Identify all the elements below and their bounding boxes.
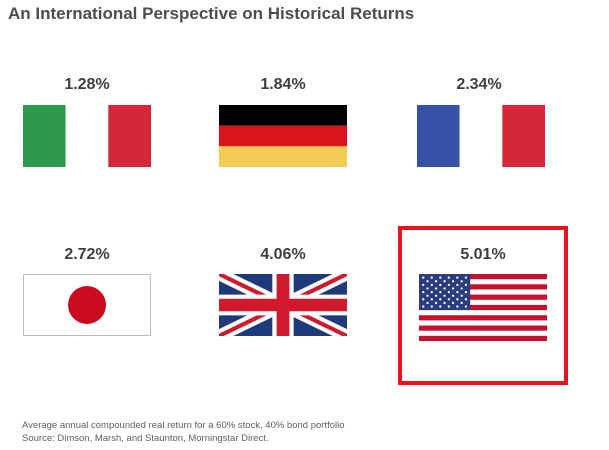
- uk-return-value: 4.06%: [260, 246, 306, 263]
- usa-flag-star: [430, 283, 433, 286]
- usa-flag-star: [456, 276, 459, 279]
- footnote-description: Average annual compounded real return fo…: [22, 420, 345, 431]
- usa-flag-star: [434, 287, 438, 290]
- france-return-value: 2.34%: [456, 76, 502, 93]
- usa-flag-star: [460, 294, 463, 297]
- usa-flag-star: [447, 283, 450, 286]
- usa-flag-star: [439, 290, 442, 294]
- germany-flag-icon: [219, 105, 347, 167]
- highlight-box: [398, 226, 568, 385]
- usa-flag-star: [426, 287, 429, 290]
- usa-flag-star: [426, 301, 429, 305]
- usa-flag-star: [422, 276, 425, 279]
- usa-flag-star: [447, 276, 450, 279]
- germany-return-value: 1.84%: [260, 76, 306, 93]
- usa-flag-star: [447, 290, 450, 294]
- usa-flag-stripe: [419, 304, 547, 311]
- usa-flag-star: [434, 294, 438, 297]
- usa-flag-star: [430, 298, 433, 301]
- usa-flag-star: [422, 298, 425, 301]
- usa-flag-stripe: [419, 284, 547, 290]
- usa-flag-star: [443, 280, 446, 283]
- usa-flag-star: [460, 287, 463, 290]
- usa-flag-star: [430, 305, 433, 308]
- usa-flag-stripe: [419, 325, 547, 331]
- japan-flag-icon: [23, 274, 151, 336]
- usa-flag-star: [460, 301, 463, 305]
- usa-flag-star: [447, 298, 450, 301]
- usa-flag-star: [430, 290, 433, 294]
- usa-flag-star: [451, 294, 455, 297]
- usa-flag-star: [464, 283, 468, 286]
- usa-flag-star: [426, 280, 429, 283]
- usa-flag-stripe: [419, 335, 547, 341]
- usa-flag-star: [439, 298, 442, 301]
- usa-flag-star: [439, 305, 442, 308]
- usa-flag-star: [422, 305, 425, 308]
- usa-flag-star: [434, 301, 438, 305]
- usa-flag-star: [443, 287, 446, 290]
- usa-flag-star: [434, 280, 438, 283]
- page-title: An International Perspective on Historic…: [8, 4, 415, 23]
- usa-flag-star: [456, 290, 459, 294]
- usa-return-value: 5.01%: [460, 246, 506, 263]
- usa-flag-star: [464, 276, 468, 279]
- usa-flag-star: [430, 276, 433, 279]
- usa-flag-star: [456, 305, 459, 308]
- usa-flag-star: [451, 287, 455, 290]
- usa-flag-star: [464, 305, 468, 308]
- italy-return-value: 1.28%: [64, 76, 110, 93]
- footnote-source: Source: Dimson, Marsh, and Staunton, Mor…: [22, 433, 269, 444]
- usa-flag-stripe: [419, 315, 547, 321]
- footnote: Average annual compounded real return fo…: [22, 419, 345, 445]
- usa-flag-star: [426, 294, 429, 297]
- france-flag-icon: [417, 105, 545, 167]
- usa-flag-star: [447, 305, 450, 308]
- usa-flag-star: [464, 298, 468, 301]
- usa-flag-star: [422, 283, 425, 286]
- usa-flag-star: [439, 283, 442, 286]
- usa-flag-star: [439, 276, 442, 279]
- usa-flag-stripe: [419, 274, 547, 280]
- usa-flag-star: [443, 294, 446, 297]
- usa-flag-stripe: [419, 294, 547, 300]
- usa-flag-star: [464, 290, 468, 294]
- usa-flag-star: [456, 283, 459, 286]
- usa-flag-star: [451, 280, 455, 283]
- usa-flag-icon: [419, 274, 547, 341]
- usa-flag-star: [456, 298, 459, 301]
- uk-flag-icon: [219, 274, 347, 336]
- usa-flag-star: [460, 280, 463, 283]
- japan-return-value: 2.72%: [64, 246, 110, 263]
- usa-flag-star: [443, 301, 446, 305]
- usa-flag-star: [451, 301, 455, 305]
- italy-flag-icon: [23, 105, 151, 167]
- usa-flag-star: [422, 290, 425, 294]
